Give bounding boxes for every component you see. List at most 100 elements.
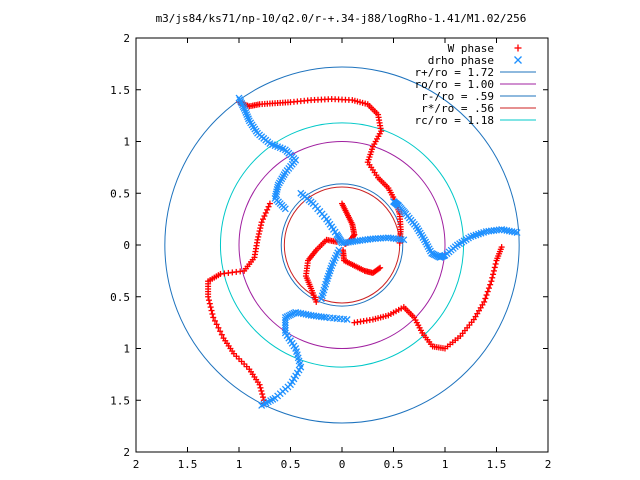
drho-phase-point (424, 243, 432, 251)
drho-phase-point (364, 236, 372, 243)
drho-phase-point (428, 249, 436, 257)
drho-phase-point (369, 235, 377, 243)
y-tick-label: 2 (123, 32, 130, 45)
x-tick-label: 0 (339, 458, 346, 471)
y-tick-label: 1.5 (110, 394, 130, 407)
drho-phase-point (382, 234, 390, 242)
y-tick-label: 1 (123, 136, 130, 149)
drho-phase-point (498, 226, 506, 233)
drho-phase-point (384, 234, 392, 242)
x-tick-label: 0.5 (281, 458, 301, 471)
y-tick-label: 0.5 (110, 291, 130, 304)
radius-circle (219, 122, 465, 368)
drho-phase-point (374, 234, 382, 242)
radius-circle (164, 66, 520, 424)
y-tick-label: 0 (123, 239, 130, 252)
drho-phase-point (269, 141, 276, 149)
x-tick-label: 2 (133, 458, 140, 471)
drho-phase-point (425, 245, 433, 253)
drho-phase-point (390, 198, 397, 205)
y-tick-label: 1.5 (110, 84, 130, 97)
drho-phase-point (349, 238, 357, 246)
drho-phase-point (490, 227, 498, 234)
radius-circle (280, 183, 404, 307)
drho-phase-point (387, 234, 395, 242)
drho-phase-point (240, 104, 248, 112)
drho-phase-point (359, 236, 367, 244)
data-points (205, 94, 521, 409)
drho-phase-point (377, 234, 385, 242)
drho-phase-point (351, 237, 359, 245)
drho-phase-point (345, 238, 352, 246)
drho-phase-point (295, 357, 303, 365)
legend-label: W phase (448, 42, 494, 55)
drho-phase-point (281, 324, 289, 332)
legend-label: rc/ro = 1.18 (415, 114, 494, 127)
legend-label: r-/ro = .59 (421, 90, 494, 103)
chart-title: m3/js84/ks71/np-10/q2.0/r-+.34-j88/logRh… (156, 12, 527, 25)
drho-phase-point (281, 321, 289, 329)
drho-phase-point (273, 188, 281, 196)
drho-phase-point (503, 227, 511, 234)
drho-phase-point (241, 106, 249, 114)
drho-phase-point (244, 115, 252, 123)
drho-phase-point (294, 354, 302, 362)
drho-phase-point (372, 235, 379, 243)
legend-label: drho phase (428, 54, 494, 67)
drho-phase-point (281, 319, 289, 327)
drho-phase-point (272, 190, 280, 198)
drho-phase-point (379, 234, 387, 242)
drho-phase-point (343, 316, 351, 323)
x-tick-label: 1 (236, 458, 243, 471)
drho-phase-point (242, 109, 250, 116)
drho-phase-point (244, 113, 252, 121)
radius-circles (164, 66, 520, 424)
drho-phase-point (293, 351, 301, 359)
drho-phase-point (422, 238, 430, 246)
drho-phase-point (342, 239, 350, 247)
y-tick-label: 0.5 (110, 187, 130, 200)
drho-phase-point (320, 313, 328, 321)
drho-phase-point (426, 247, 434, 255)
drho-phase-point (356, 237, 364, 244)
drho-phase-point (266, 140, 274, 148)
x-tick-label: 0.5 (384, 458, 404, 471)
drho-phase-point (347, 238, 355, 246)
drho-phase-point (305, 311, 312, 319)
drho-phase-point (281, 205, 289, 213)
drho-phase-point (508, 228, 516, 236)
drho-phase-point (272, 192, 280, 200)
drho-phase-point (511, 228, 518, 236)
drho-phase-point (495, 226, 503, 234)
drho-phase-point (296, 360, 304, 368)
drho-phase-point (297, 309, 305, 317)
drho-phase-point (302, 310, 310, 318)
legend-label: r*/ro = .56 (421, 102, 494, 115)
y-tick-label: 1 (123, 343, 130, 356)
axes: 2 1.5 1 0.5 0 0.5 1 1.5 221.510.500.511.52 (110, 32, 551, 471)
x-tick-label: 1.5 (487, 458, 507, 471)
drho-phase-point (513, 229, 521, 237)
drho-phase-point (493, 226, 500, 234)
drho-phase-point (423, 240, 431, 248)
drho-phase-point (281, 329, 289, 337)
drho-phase-point (294, 309, 302, 317)
drho-phase-point (292, 308, 300, 316)
drho-phase-point (505, 227, 513, 235)
drho-phase-point (273, 185, 281, 193)
drho-phase-point (485, 227, 493, 235)
drho-phase-point (274, 181, 282, 189)
legend-label: ro/ro = 1.00 (415, 78, 494, 91)
x-tick-label: 2 (545, 458, 552, 471)
drho-phase-point (340, 239, 348, 247)
drho-phase-point (281, 326, 289, 334)
drho-phase-point (297, 363, 305, 371)
drho-phase-point (276, 144, 284, 152)
drho-phase-point (514, 56, 522, 64)
y-tick-label: 2 (123, 446, 130, 459)
drho-phase-point (274, 183, 282, 191)
radius-circle (238, 141, 446, 349)
x-tick-label: 1 (442, 458, 449, 471)
